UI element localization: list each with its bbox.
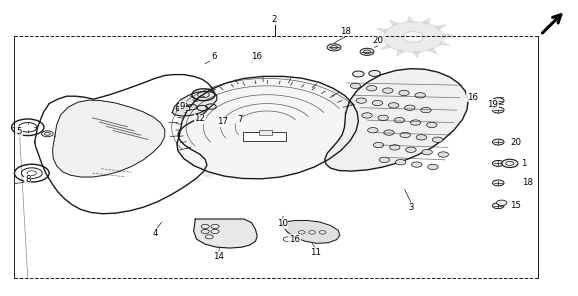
Text: 19: 19 <box>487 100 498 109</box>
Text: 12: 12 <box>194 115 206 123</box>
Polygon shape <box>390 20 398 25</box>
Polygon shape <box>413 52 420 58</box>
Text: 11: 11 <box>310 248 321 257</box>
Text: 5: 5 <box>16 127 22 136</box>
Text: 8: 8 <box>25 175 31 184</box>
Text: 18: 18 <box>521 178 533 187</box>
Text: PartsReqBike: PartsReqBike <box>105 122 299 221</box>
Polygon shape <box>282 221 340 243</box>
Polygon shape <box>194 219 257 248</box>
Polygon shape <box>383 22 443 52</box>
Circle shape <box>403 32 424 42</box>
Circle shape <box>350 83 361 89</box>
Circle shape <box>492 160 504 166</box>
Polygon shape <box>380 45 391 49</box>
Text: 16: 16 <box>289 235 301 244</box>
Circle shape <box>492 203 504 209</box>
Text: 6: 6 <box>211 52 217 61</box>
Polygon shape <box>35 75 215 214</box>
Polygon shape <box>436 25 446 29</box>
Bar <box>243 132 286 141</box>
Circle shape <box>427 122 437 128</box>
Text: 18: 18 <box>339 27 351 36</box>
Circle shape <box>368 128 378 133</box>
Circle shape <box>388 103 399 108</box>
Circle shape <box>394 118 405 123</box>
Circle shape <box>412 162 422 167</box>
Circle shape <box>373 142 384 148</box>
Circle shape <box>327 44 341 51</box>
Circle shape <box>362 113 372 118</box>
Circle shape <box>492 98 504 104</box>
Circle shape <box>356 98 366 103</box>
Polygon shape <box>397 50 404 56</box>
Circle shape <box>415 93 425 98</box>
Circle shape <box>416 135 427 140</box>
Polygon shape <box>439 42 450 45</box>
Text: 15: 15 <box>510 201 521 210</box>
Circle shape <box>405 105 415 110</box>
Text: 20: 20 <box>372 36 384 45</box>
Text: 10: 10 <box>276 219 288 228</box>
Text: 9: 9 <box>180 102 186 111</box>
Text: 1: 1 <box>521 159 527 168</box>
Circle shape <box>492 139 504 145</box>
Bar <box>176 106 189 110</box>
Bar <box>259 130 272 135</box>
Text: 20: 20 <box>510 138 521 147</box>
Polygon shape <box>177 76 358 179</box>
Circle shape <box>400 132 410 138</box>
Circle shape <box>378 115 388 120</box>
Circle shape <box>438 152 449 157</box>
Text: 14: 14 <box>213 252 224 261</box>
Circle shape <box>360 48 374 55</box>
Circle shape <box>366 86 377 91</box>
Circle shape <box>410 120 421 125</box>
Circle shape <box>492 107 504 113</box>
Text: 16: 16 <box>467 93 479 102</box>
Text: 2: 2 <box>272 15 277 24</box>
Circle shape <box>422 149 432 155</box>
Polygon shape <box>373 37 384 40</box>
Text: 16: 16 <box>250 52 262 61</box>
Polygon shape <box>428 49 437 54</box>
Text: 3: 3 <box>409 203 414 212</box>
Polygon shape <box>423 18 429 24</box>
Circle shape <box>42 131 53 137</box>
Circle shape <box>372 100 383 106</box>
Polygon shape <box>325 69 468 171</box>
Polygon shape <box>376 29 387 32</box>
Circle shape <box>353 71 364 77</box>
Text: 7: 7 <box>237 115 243 124</box>
Circle shape <box>497 200 507 205</box>
Circle shape <box>421 107 431 113</box>
Polygon shape <box>53 100 165 177</box>
Circle shape <box>379 157 390 163</box>
Circle shape <box>428 164 438 170</box>
Circle shape <box>502 159 518 168</box>
Polygon shape <box>407 16 413 22</box>
Circle shape <box>383 88 393 93</box>
Circle shape <box>384 130 394 135</box>
Text: 4: 4 <box>152 229 158 238</box>
Circle shape <box>369 70 380 76</box>
Circle shape <box>395 160 406 165</box>
Circle shape <box>390 145 400 150</box>
Circle shape <box>492 180 504 186</box>
Circle shape <box>406 147 416 152</box>
Text: 17: 17 <box>217 118 228 126</box>
Polygon shape <box>172 91 217 116</box>
Circle shape <box>399 90 409 96</box>
Circle shape <box>432 137 443 142</box>
Polygon shape <box>443 34 454 37</box>
